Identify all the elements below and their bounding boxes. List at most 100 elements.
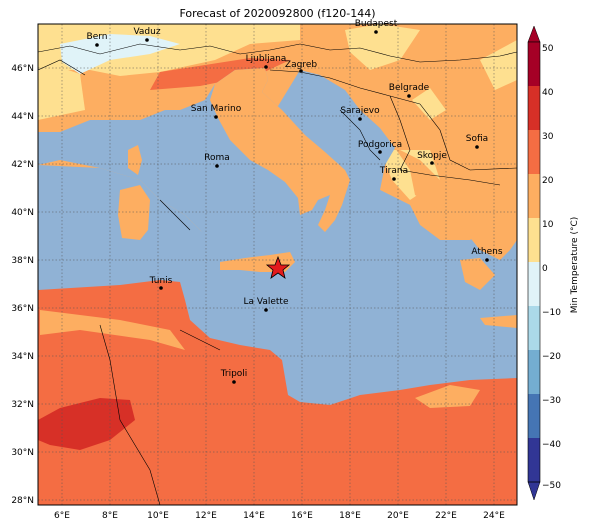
- colorbar-bin: [528, 174, 540, 218]
- colorbar: 50 40 30 20 10 0 −10 −20 −30 −40 −50 Min…: [527, 25, 580, 501]
- city-roma: Roma: [204, 153, 230, 168]
- colorbar-tick: 30: [542, 132, 554, 142]
- city-la-valette: La Valette: [244, 297, 289, 312]
- city-label: Budapest: [355, 19, 398, 29]
- city-bern: Bern: [87, 32, 108, 47]
- map-area: [38, 24, 517, 505]
- city-sofia: Sofia: [466, 134, 488, 149]
- city-label: Athens: [471, 247, 502, 257]
- colorbar-bin: [528, 130, 540, 174]
- sardinia: [118, 185, 150, 240]
- alpine-cold-zone: [60, 34, 180, 74]
- city-tirana: Tirana: [379, 166, 408, 181]
- lon-label: 16°E: [291, 511, 313, 521]
- city-label: San Marino: [191, 104, 242, 114]
- colorbar-tick: 0: [542, 264, 548, 274]
- greece: [395, 148, 517, 260]
- lon-label: 24°E: [483, 511, 505, 521]
- lon-label: 10°E: [147, 511, 169, 521]
- colorbar-bin: [528, 42, 540, 86]
- alps-west-cool: [38, 60, 85, 120]
- lat-label: 46°N: [11, 64, 34, 74]
- lon-label: 22°E: [435, 511, 457, 521]
- balkan-cool-1: [345, 24, 420, 70]
- crete: [480, 315, 517, 328]
- italy: [210, 68, 350, 232]
- lon-label: 14°E: [243, 511, 265, 521]
- colorbar-tick: 40: [542, 88, 554, 98]
- colorbar-tick: 20: [542, 176, 554, 186]
- city-label: Ljubljana: [246, 54, 287, 64]
- city-podgorica: Podgorica: [358, 140, 402, 154]
- colorbar-bin: [528, 86, 540, 130]
- colorbar-bin: [528, 218, 540, 262]
- balkan-cool-2: [412, 88, 446, 120]
- lat-label: 34°N: [11, 352, 34, 362]
- city-label: Bern: [87, 32, 108, 42]
- libya-cool: [415, 385, 480, 408]
- city-label: Roma: [204, 153, 230, 163]
- map-frame: [37, 23, 518, 506]
- city-tunis: Tunis: [149, 276, 173, 290]
- lat-axis: 46°N 44°N 42°N 40°N 38°N 36°N 34°N 32°N …: [11, 64, 34, 506]
- peloponnese: [460, 258, 495, 290]
- city-athens: Athens: [471, 247, 503, 262]
- city-label: Tripoli: [220, 369, 248, 379]
- city-label: Vaduz: [133, 27, 160, 37]
- city-san-marino: San Marino: [191, 104, 242, 119]
- colorbar-bin: [528, 394, 540, 438]
- graticule: [38, 24, 517, 505]
- tunisia-cool: [40, 310, 185, 350]
- po-valley-warm: [150, 58, 290, 90]
- city-ljubljana: Ljubljana: [246, 54, 287, 69]
- city-skopje: Skopje: [417, 151, 447, 165]
- colorbar-bin: [528, 262, 540, 306]
- city-tripoli: Tripoli: [220, 369, 248, 384]
- colorbar-top-arrow: [527, 25, 541, 43]
- city-belgrade: Belgrade: [389, 83, 430, 98]
- city-label: Sarajevo: [340, 106, 380, 116]
- city-sarajevo: Sarajevo: [340, 106, 380, 121]
- lat-label: 32°N: [11, 400, 34, 410]
- city-label: Belgrade: [389, 83, 430, 93]
- colorbar-tick: −20: [542, 352, 561, 362]
- lat-label: 44°N: [11, 112, 34, 122]
- city-label: Skopje: [417, 151, 447, 161]
- colorbar-tick: 50: [542, 44, 554, 54]
- country-borders: [38, 43, 517, 505]
- city-label: Tunis: [149, 276, 173, 286]
- colorbar-tick: −30: [542, 396, 561, 406]
- colorbar-label: Min Temperature (°C): [570, 217, 580, 314]
- colorbar-tick: −50: [542, 481, 561, 491]
- lat-label: 30°N: [11, 448, 34, 458]
- city-label: Sofia: [466, 134, 488, 144]
- lon-label: 20°E: [387, 511, 409, 521]
- colorbar-bin: [528, 438, 540, 482]
- lon-label: 8°E: [102, 511, 118, 521]
- colorbar-frame: [527, 41, 541, 483]
- lon-axis: 6°E 8°E 10°E 12°E 14°E 16°E 18°E 20°E 22…: [54, 511, 505, 521]
- lat-label: 42°N: [11, 160, 34, 170]
- balkan-cool-4: [480, 40, 517, 90]
- city-budapest: Budapest: [355, 19, 398, 34]
- city-label: Tirana: [379, 166, 408, 176]
- lon-label: 6°E: [54, 511, 70, 521]
- colorbar-bottom-arrow: [527, 481, 541, 501]
- lat-label: 40°N: [11, 208, 34, 218]
- lon-label: 18°E: [339, 511, 361, 521]
- city-label: Podgorica: [358, 140, 402, 150]
- colorbar-bin: [528, 350, 540, 394]
- colorbar-tick: 10: [542, 220, 554, 230]
- lat-label: 28°N: [11, 496, 34, 506]
- corsica: [128, 145, 142, 175]
- city-zagreb: Zagreb: [285, 60, 317, 73]
- city-vaduz: Vaduz: [133, 27, 161, 42]
- lat-label: 36°N: [11, 304, 34, 314]
- city-label: La Valette: [244, 297, 289, 307]
- colorbar-tick: −40: [542, 440, 561, 450]
- lat-label: 38°N: [11, 256, 34, 266]
- colorbar-tick: −10: [542, 308, 561, 318]
- lon-label: 12°E: [195, 511, 217, 521]
- city-label: Zagreb: [285, 60, 317, 70]
